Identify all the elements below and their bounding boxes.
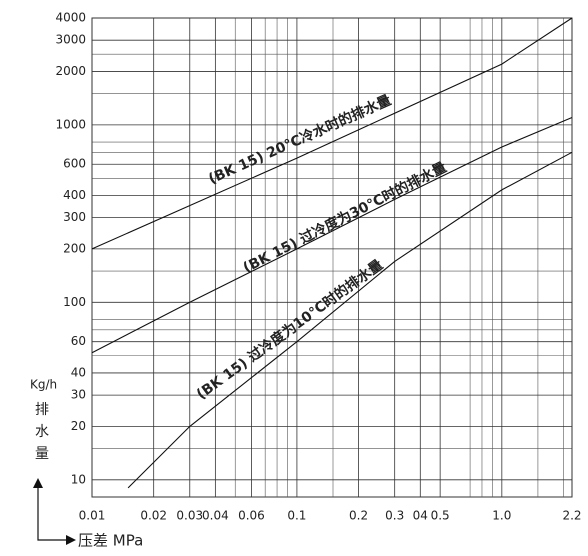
x-tick-label: 0.1 (287, 509, 306, 523)
x-tick-label: 0.02 (140, 509, 167, 523)
y-tick-label: 2000 (55, 64, 86, 78)
y-tick-label: 30 (71, 388, 86, 402)
x-tick-label: 2.2 (562, 509, 581, 523)
y-axis-unit: Kg/h (30, 378, 57, 392)
plot-frame (91, 17, 573, 498)
data-line (91, 17, 573, 250)
y-axis-title: 量 (35, 446, 49, 462)
y-tick-label: 400 (63, 188, 86, 202)
x-tick-label: 0.01 (79, 509, 106, 523)
x-tick-label: 0.2 (349, 509, 368, 523)
axis-arrow (37, 525, 68, 541)
x-tick-label: 0.5 (431, 509, 450, 523)
x-tick-label: 0.06 (238, 509, 265, 523)
y-tick-label: 4000 (55, 11, 86, 25)
y-tick-label: 40 (71, 365, 86, 379)
line-annotation: (BK 15) 20℃冷水时的排水量 (206, 92, 394, 188)
x-tick-label: 1.0 (492, 509, 511, 523)
x-tick-label: 0.03 (176, 509, 203, 523)
y-tick-label: 3000 (55, 33, 86, 47)
y-tick-label: 20 (71, 419, 86, 433)
y-tick-label: 600 (63, 157, 86, 171)
axis-arrow-head (33, 478, 43, 488)
x-tick-label: 0.3 (385, 509, 404, 523)
x-tick-label: 0.04 (202, 509, 229, 523)
y-axis-title: 水 (35, 424, 49, 440)
y-tick-label: 60 (71, 334, 86, 348)
y-tick-label: 200 (63, 241, 86, 255)
y-tick-label: 10 (71, 472, 86, 486)
data-line (127, 151, 573, 489)
x-tick-label: 04 (413, 509, 428, 523)
axis-arrow-head (66, 535, 76, 545)
y-tick-label: 1000 (55, 117, 86, 131)
y-axis-title: 排 (35, 402, 49, 418)
y-tick-label: 300 (63, 210, 86, 224)
y-tick-label: 100 (63, 295, 86, 309)
x-axis-title: 压差 MPa (78, 532, 143, 550)
data-line (91, 116, 573, 354)
